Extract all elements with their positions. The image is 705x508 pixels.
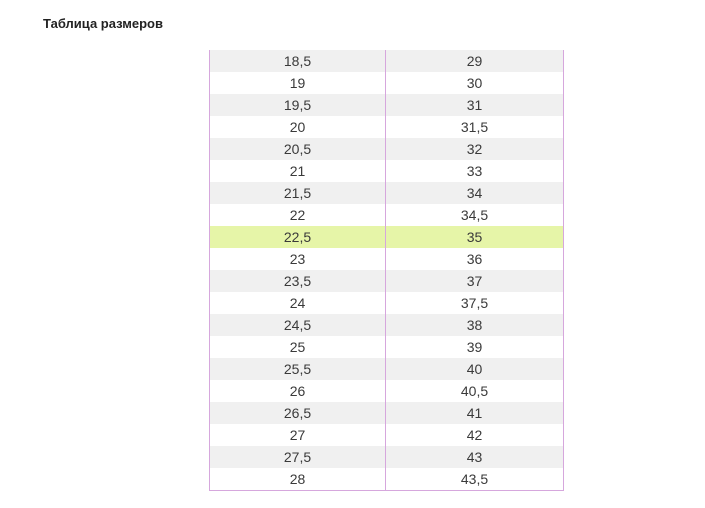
table-row: 25 39 [209,336,564,358]
table-row: 24 37,5 [209,292,564,314]
size-cell-col1: 20 [209,116,386,138]
size-cell-col1: 24 [209,292,386,314]
size-cell-col1: 23,5 [209,270,386,292]
size-cell-col1: 27 [209,424,386,446]
size-cell-col1: 28 [209,468,386,491]
table-row: 28 43,5 [209,468,564,491]
table-row: 21 33 [209,160,564,182]
size-cell-col1: 22 [209,204,386,226]
size-cell-col2: 37,5 [385,292,564,314]
table-row: 24,5 38 [209,314,564,336]
size-cell-col2: 41 [385,402,564,424]
size-cell-col2: 34,5 [385,204,564,226]
size-cell-col2: 43 [385,446,564,468]
size-cell-col1: 26 [209,380,386,402]
size-cell-col1: 22,5 [209,226,386,248]
size-cell-col2: 34 [385,182,564,204]
size-cell-col2: 38 [385,314,564,336]
table-row: 27 42 [209,424,564,446]
size-table: 18,5 29 19 30 19,5 31 20 31,5 20,5 32 21 33 21,5 34 22… [209,50,564,491]
size-cell-col2: 40,5 [385,380,564,402]
size-cell-col1: 26,5 [209,402,386,424]
size-cell-col1: 27,5 [209,446,386,468]
size-cell-col2: 32 [385,138,564,160]
size-cell-col2: 33 [385,160,564,182]
size-cell-col1: 19 [209,72,386,94]
table-row: 18,5 29 [209,50,564,72]
size-cell-col1: 25,5 [209,358,386,380]
size-cell-col1: 23 [209,248,386,270]
size-cell-col2: 35 [385,226,564,248]
size-cell-col1: 25 [209,336,386,358]
size-cell-col1: 18,5 [209,50,386,72]
size-cell-col2: 43,5 [385,468,564,491]
table-row: 19 30 [209,72,564,94]
table-row: 20 31,5 [209,116,564,138]
size-cell-col1: 24,5 [209,314,386,336]
table-row: 26,5 41 [209,402,564,424]
table-row: 22,5 35 [209,226,564,248]
page-title: Таблица размеров [43,16,163,31]
top-decoration [368,0,478,2]
size-cell-col1: 21,5 [209,182,386,204]
size-cell-col2: 40 [385,358,564,380]
table-row: 20,5 32 [209,138,564,160]
table-row: 26 40,5 [209,380,564,402]
size-cell-col2: 37 [385,270,564,292]
size-cell-col2: 39 [385,336,564,358]
table-row: 22 34,5 [209,204,564,226]
table-row: 27,5 43 [209,446,564,468]
table-row: 23,5 37 [209,270,564,292]
size-cell-col2: 31,5 [385,116,564,138]
table-row: 23 36 [209,248,564,270]
size-cell-col2: 42 [385,424,564,446]
size-cell-col1: 21 [209,160,386,182]
size-cell-col2: 36 [385,248,564,270]
table-row: 19,5 31 [209,94,564,116]
table-row: 21,5 34 [209,182,564,204]
size-cell-col2: 30 [385,72,564,94]
size-cell-col2: 29 [385,50,564,72]
size-cell-col1: 20,5 [209,138,386,160]
table-row: 25,5 40 [209,358,564,380]
size-cell-col2: 31 [385,94,564,116]
size-cell-col1: 19,5 [209,94,386,116]
size-table-body: 18,5 29 19 30 19,5 31 20 31,5 20,5 32 21 33 21,5 34 22… [209,50,564,491]
